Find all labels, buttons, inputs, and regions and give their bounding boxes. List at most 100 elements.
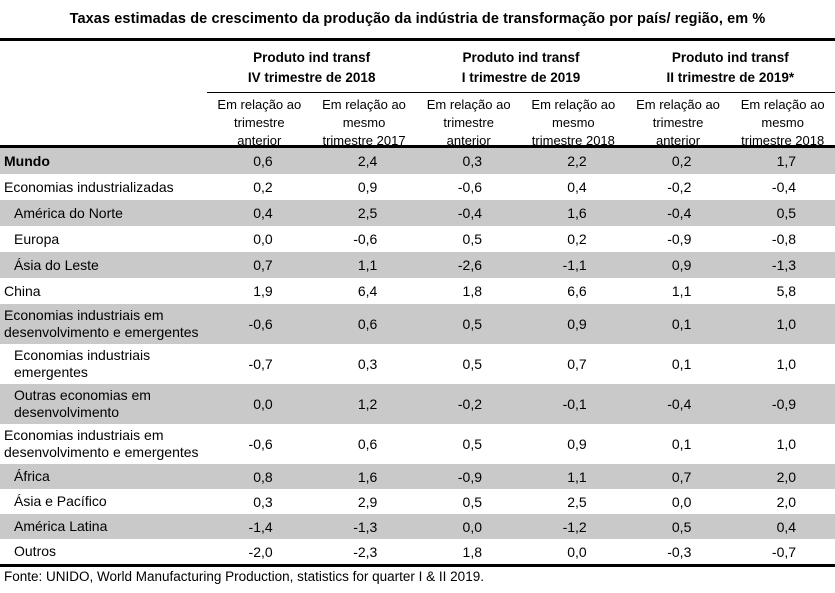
value-cell: -2,0 xyxy=(248,543,273,560)
group-header-line2: II trimestre de 2019* xyxy=(666,70,795,85)
value-cell: 0,7 xyxy=(253,257,273,273)
table-row: Europa 0,0 -0,6 0,5 0,2 -0,9 -0,8 xyxy=(0,226,835,252)
value-cell: -0,9 xyxy=(457,468,483,485)
row-label: Economias industriais em desenvolvimento… xyxy=(4,427,199,460)
value-cell: 1,1 xyxy=(357,257,378,273)
table-row: Mundo 0,6 2,4 0,3 2,2 0,2 1,7 xyxy=(0,148,835,174)
row-label: África xyxy=(14,468,50,484)
row-label: Mundo xyxy=(4,152,50,169)
value-cell: 2,5 xyxy=(567,493,587,510)
value-cell: -0,4 xyxy=(667,396,692,412)
value-cell: 0,9 xyxy=(671,257,692,273)
column-subheader: Em relação ao mesmo trimestre 2017 xyxy=(312,93,417,148)
value-cell: 0,7 xyxy=(671,468,692,485)
value-cell: 1,0 xyxy=(776,316,797,332)
value-cell: 0,5 xyxy=(462,231,483,247)
column-subheader-label: Em relação ao mesmo trimestre 2018 xyxy=(531,97,616,148)
value-cell: 1,6 xyxy=(357,468,378,485)
value-cell: 0,2 xyxy=(671,153,692,169)
value-cell: 5,8 xyxy=(776,283,797,299)
table-row: Ásia e Pacífico 0,3 2,9 0,5 2,5 0,0 2,0 xyxy=(0,489,835,514)
table-body: Mundo 0,6 2,4 0,3 2,2 0,2 1,7 Economias industr… xyxy=(0,148,835,564)
row-label: Ásia do Leste xyxy=(14,256,99,273)
row-label: Economias industrializadas xyxy=(4,178,174,195)
value-cell: 1,0 xyxy=(776,356,797,372)
value-cell: 0,5 xyxy=(462,356,483,372)
column-subheader-label: Em relação ao trimestre anterior xyxy=(636,97,720,148)
value-cell: -2,6 xyxy=(457,257,483,273)
header-label-spacer xyxy=(0,41,207,93)
value-cell: 0,4 xyxy=(776,518,797,535)
value-cell: 2,5 xyxy=(357,205,378,221)
value-cell: 0,3 xyxy=(462,153,483,169)
column-subheader: Em relação ao trimestre anterior xyxy=(416,93,521,148)
value-cell: 0,7 xyxy=(567,356,587,372)
value-cell: -0,4 xyxy=(457,205,483,221)
value-cell: -0,6 xyxy=(248,436,273,452)
column-subheader: Em relação ao trimestre anterior xyxy=(207,93,312,148)
value-cell: -0,4 xyxy=(667,205,692,221)
value-cell: 0,1 xyxy=(671,316,692,332)
header-group-row: Produto ind transf IV trimestre de 2018 Pr… xyxy=(0,41,835,93)
row-label: Ásia e Pacífico xyxy=(14,493,107,509)
column-group-headers: Produto ind transf IV trimestre de 2018 Pr… xyxy=(207,41,835,93)
value-cell: 0,6 xyxy=(357,316,378,332)
row-label: Outras economias em desenvolvimento xyxy=(14,387,151,420)
column-subheader: Em relação ao mesmo trimestre 2018 xyxy=(521,93,626,148)
column-subheader: Em relação ao trimestre anterior xyxy=(626,93,731,148)
value-cell: 0,0 xyxy=(567,543,587,560)
table-row: Outros -2,0 -2,3 1,8 0,0 -0,3 -0,7 xyxy=(0,539,835,564)
value-cell: 0,5 xyxy=(776,205,797,221)
value-cell: 1,9 xyxy=(253,283,273,299)
table-row: Economias industriais em desenvolvimento… xyxy=(0,424,835,464)
value-cell: 1,2 xyxy=(357,396,378,412)
value-cell: -0,4 xyxy=(771,179,797,195)
value-cell: 0,4 xyxy=(567,179,587,195)
value-cell: 1,8 xyxy=(462,543,483,560)
group-header-line2: I trimestre de 2019 xyxy=(461,70,581,85)
value-cell: 0,5 xyxy=(462,493,483,510)
value-cell: -1,4 xyxy=(248,518,273,535)
table-row: Economias industriais em desenvolvimento… xyxy=(0,304,835,344)
row-label: Outros xyxy=(14,543,57,559)
column-subheader-label: Em relação ao mesmo trimestre 2018 xyxy=(740,97,825,148)
table-row: China 1,9 6,4 1,8 6,6 1,1 5,8 xyxy=(0,278,835,304)
value-cell: -1,3 xyxy=(771,257,797,273)
subheader-label-spacer xyxy=(0,93,207,145)
value-cell: 1,8 xyxy=(462,283,483,299)
value-cell: -0,6 xyxy=(457,179,483,195)
value-cell: 0,6 xyxy=(357,436,378,452)
column-group-header: Produto ind transf II trimestre de 2019* xyxy=(625,41,835,93)
row-label: América Latina xyxy=(14,518,108,534)
column-subheaders: Em relação ao trimestre anterior Em relaç… xyxy=(207,93,835,148)
value-cell: 0,5 xyxy=(671,518,692,535)
table-row: América Latina -1,4 -1,3 0,0 -1,2 0,5 0,4 xyxy=(0,514,835,539)
value-cell: 1,1 xyxy=(671,283,692,299)
column-subheader-label: Em relação ao trimestre anterior xyxy=(426,97,511,148)
column-group-header: Produto ind transf IV trimestre de 2018 xyxy=(207,41,417,93)
value-cell: 0,0 xyxy=(253,231,273,247)
value-cell: 0,0 xyxy=(253,396,273,412)
value-cell: 0,9 xyxy=(567,436,587,452)
value-cell: -1,3 xyxy=(353,518,378,535)
value-cell: 0,3 xyxy=(357,356,378,372)
value-cell: 1,7 xyxy=(776,153,797,169)
value-cell: 0,8 xyxy=(253,468,273,485)
value-cell: 0,5 xyxy=(462,436,483,452)
column-group-header: Produto ind transf I trimestre de 2019 xyxy=(416,41,626,93)
value-cell: 2,0 xyxy=(776,468,797,485)
value-cell: -0,8 xyxy=(771,231,797,247)
column-subheader-label: Em relação ao mesmo trimestre 2017 xyxy=(322,97,406,148)
value-cell: 2,2 xyxy=(567,153,587,169)
value-cell: 2,9 xyxy=(357,493,378,510)
value-cell: 0,0 xyxy=(671,493,692,510)
table-row: África 0,8 1,6 -0,9 1,1 0,7 2,0 xyxy=(0,464,835,489)
value-cell: -0,3 xyxy=(667,543,692,560)
value-cell: -0,1 xyxy=(562,396,587,412)
column-subheader-label: Em relação ao trimestre anterior xyxy=(217,97,302,148)
value-cell: -0,2 xyxy=(667,179,692,195)
table-row: América do Norte 0,4 2,5 -0,4 1,6 -0,4 0,5 xyxy=(0,200,835,226)
value-cell: -0,9 xyxy=(667,231,692,247)
source-note: Fonte: UNIDO, World Manufacturing Produc… xyxy=(0,564,835,584)
value-cell: -0,2 xyxy=(457,396,483,412)
